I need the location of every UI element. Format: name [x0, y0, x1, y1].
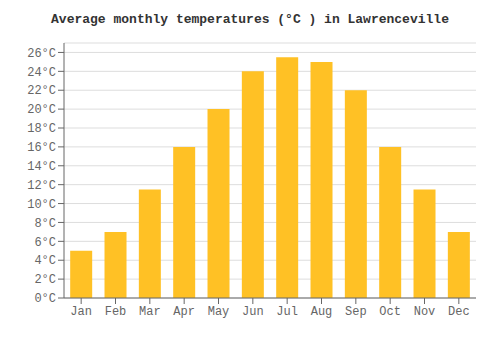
svg-text:Mar: Mar	[139, 305, 161, 319]
svg-text:Jul: Jul	[276, 305, 298, 319]
svg-text:4°C: 4°C	[34, 254, 56, 268]
svg-text:Feb: Feb	[105, 305, 127, 319]
svg-text:20°C: 20°C	[27, 103, 56, 117]
svg-text:Aug: Aug	[311, 305, 333, 319]
svg-text:Dec: Dec	[448, 305, 470, 319]
svg-text:18°C: 18°C	[27, 122, 56, 136]
svg-text:8°C: 8°C	[34, 217, 56, 231]
svg-text:26°C: 26°C	[27, 47, 56, 61]
svg-text:May: May	[208, 305, 230, 319]
svg-text:Jun: Jun	[242, 305, 264, 319]
svg-text:Sep: Sep	[345, 305, 367, 319]
svg-text:16°C: 16°C	[27, 141, 56, 155]
svg-text:12°C: 12°C	[27, 179, 56, 193]
svg-text:Apr: Apr	[173, 305, 195, 319]
svg-text:2°C: 2°C	[34, 273, 56, 287]
svg-text:Nov: Nov	[414, 305, 436, 319]
svg-text:10°C: 10°C	[27, 198, 56, 212]
svg-text:Oct: Oct	[379, 305, 401, 319]
svg-text:0°C: 0°C	[34, 292, 56, 306]
svg-text:24°C: 24°C	[27, 66, 56, 80]
html-text:Average monthly temperatures (: Average monthly temperatures (°C ) in La…	[51, 12, 449, 27]
svg-text:14°C: 14°C	[27, 160, 56, 174]
svg-text:Jan: Jan	[70, 305, 92, 319]
svg-text:22°C: 22°C	[27, 84, 56, 98]
svg-text:6°C: 6°C	[34, 236, 56, 250]
